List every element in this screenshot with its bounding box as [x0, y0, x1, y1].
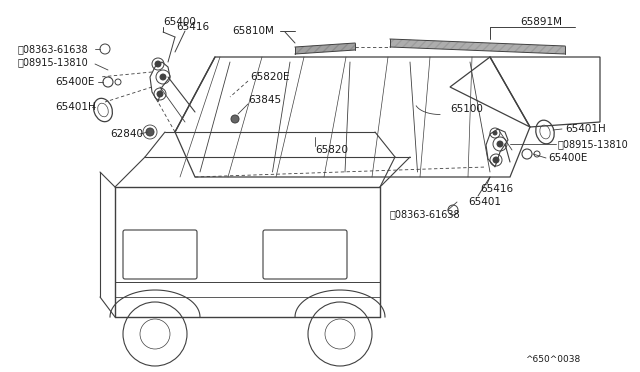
Circle shape — [146, 128, 154, 136]
Text: 63845: 63845 — [248, 95, 281, 105]
Text: 65400E: 65400E — [548, 153, 588, 163]
Circle shape — [493, 131, 497, 135]
Text: Ⓥ08915-13810: Ⓥ08915-13810 — [558, 139, 628, 149]
Text: 65401: 65401 — [468, 197, 501, 207]
Circle shape — [157, 91, 163, 97]
Text: 65820: 65820 — [315, 145, 348, 155]
Text: 62840: 62840 — [110, 129, 143, 139]
Text: 65416: 65416 — [480, 184, 513, 194]
Circle shape — [497, 141, 503, 147]
Text: ^650^0038: ^650^0038 — [525, 355, 580, 364]
Text: 65891M: 65891M — [520, 17, 562, 27]
Circle shape — [493, 157, 499, 163]
Circle shape — [160, 74, 166, 80]
Text: 65401H: 65401H — [55, 102, 96, 112]
Text: 65416: 65416 — [176, 22, 209, 32]
Text: 65400: 65400 — [163, 17, 196, 27]
Text: 65401H: 65401H — [565, 124, 605, 134]
Text: 65820E: 65820E — [250, 72, 289, 82]
Text: Ⓥ08915-13810: Ⓥ08915-13810 — [18, 57, 89, 67]
Text: 65400E: 65400E — [55, 77, 94, 87]
Text: 65810M: 65810M — [232, 26, 274, 36]
Text: 65100: 65100 — [450, 104, 483, 114]
Circle shape — [155, 61, 161, 67]
Circle shape — [231, 115, 239, 123]
Text: Ⓢ08363-61638: Ⓢ08363-61638 — [390, 209, 461, 219]
Text: Ⓢ08363-61638: Ⓢ08363-61638 — [18, 44, 88, 54]
